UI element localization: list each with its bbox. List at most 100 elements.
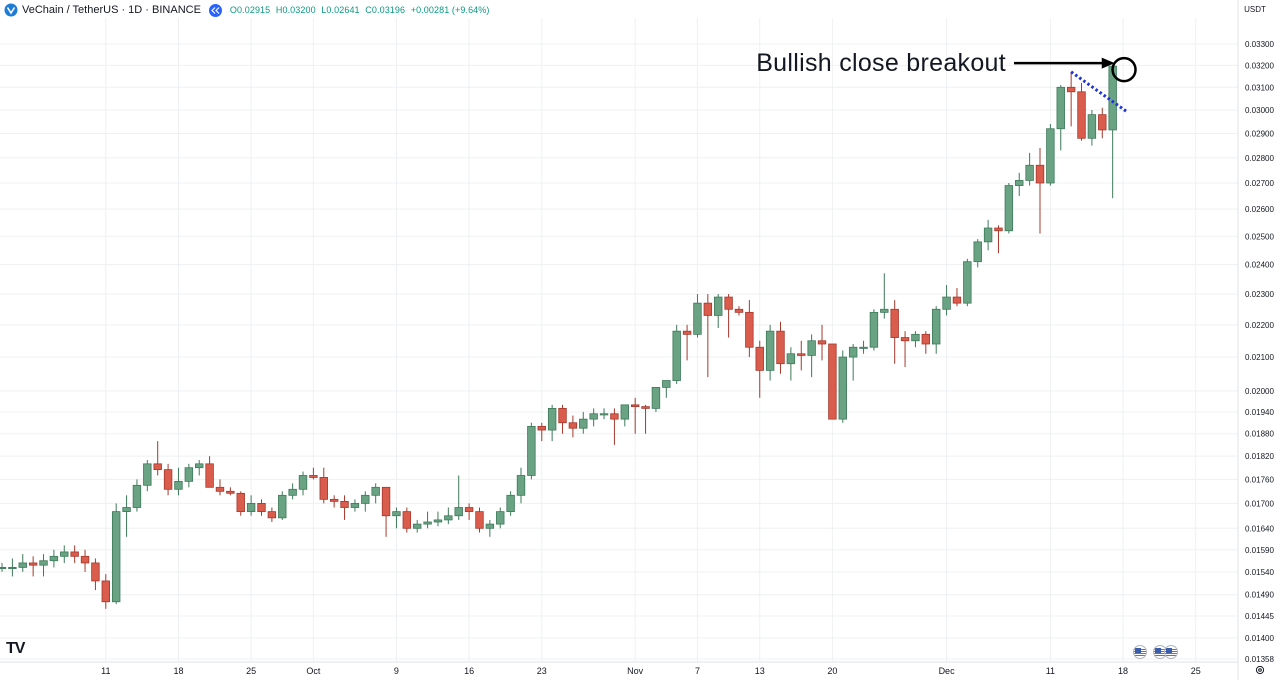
price-tick-label: 0.01358 [1245, 655, 1274, 664]
us-event-flag-icon[interactable] [1164, 645, 1178, 659]
time-tick-label: Nov [627, 666, 644, 676]
candle-body [28, 562, 38, 566]
candle-body [1025, 164, 1034, 181]
candle [869, 309, 879, 351]
candle-body [205, 463, 214, 488]
price-tick-label: 0.01880 [1245, 430, 1274, 439]
tradingview-logo[interactable]: TV [6, 640, 25, 657]
candle-body [630, 404, 640, 408]
candle-body [776, 330, 785, 365]
price-tick-label: 0.03100 [1245, 83, 1274, 92]
candle-body [745, 311, 754, 348]
candle-body [641, 406, 650, 409]
candle [475, 507, 484, 533]
candle [454, 475, 463, 520]
candle [153, 441, 162, 476]
candle-body [734, 308, 744, 313]
candle [381, 486, 391, 537]
candle-body [433, 519, 443, 523]
candle-body [101, 580, 110, 603]
candle-body [1046, 128, 1055, 184]
us-event-flag-icon[interactable] [1133, 645, 1147, 659]
candle [537, 422, 546, 442]
candle [662, 380, 671, 398]
candle-body [143, 463, 152, 486]
candle [745, 300, 754, 358]
settings-gear-icon[interactable] [1255, 665, 1265, 675]
candle [900, 331, 910, 368]
candle-body [1066, 86, 1076, 93]
candle [921, 331, 931, 354]
symbol-title[interactable]: VeChain / TetherUS · 1D · BINANCE [22, 4, 201, 16]
candle-body [786, 353, 796, 365]
candle [143, 459, 152, 492]
candle [49, 549, 59, 568]
candle-body [329, 498, 339, 502]
time-tick-label: 23 [537, 666, 547, 676]
price-axis[interactable]: 0.03300 0.03200 0.03100 0.03000 0.02900 0.028… [1245, 40, 1274, 664]
candle-body [1087, 114, 1097, 139]
candle [714, 294, 723, 328]
candle-body [496, 511, 505, 525]
candle [859, 340, 868, 354]
candle-body [900, 337, 910, 342]
candle-body [0, 567, 7, 570]
candle-body [18, 562, 27, 568]
candle [828, 343, 837, 420]
time-tick-label: 16 [464, 666, 474, 676]
candle [298, 471, 308, 496]
price-tick-label: 0.02400 [1245, 261, 1274, 270]
candle [267, 507, 277, 523]
ohlc-close: C0.03196 [365, 5, 406, 15]
candle-body [942, 296, 951, 310]
time-tick-label: 20 [827, 666, 837, 676]
price-tick-label: 0.02300 [1245, 290, 1274, 299]
price-tick-label: 0.02000 [1245, 387, 1274, 396]
price-tick-label: 0.02700 [1245, 179, 1274, 188]
price-tick-label: 0.03000 [1245, 106, 1274, 115]
candle [527, 422, 536, 480]
candle [412, 519, 422, 533]
time-axis[interactable]: 11 18 25 Oct 9 16 23 Nov 7 13 20 Dec 11 18 25 [101, 666, 1201, 676]
candle [257, 499, 266, 516]
candle-body [537, 425, 546, 431]
candle [589, 408, 598, 427]
candle-body [153, 463, 162, 471]
candle-body [620, 404, 629, 420]
candle-body [60, 551, 69, 557]
candle [319, 467, 328, 504]
candle [817, 324, 827, 361]
candle [776, 321, 785, 374]
ohlc-low: L0.02641 [321, 5, 360, 15]
candle [226, 487, 235, 496]
time-tick-label: 9 [394, 666, 399, 676]
candle [568, 415, 578, 438]
candle-body [755, 346, 764, 371]
ohlc-change: +0.00281 (+9.64%) [410, 5, 490, 15]
candle-body [257, 503, 266, 513]
candle [1077, 82, 1086, 141]
candle-body [1015, 180, 1024, 186]
candle-body [267, 511, 277, 519]
candle [734, 306, 744, 316]
candle-body [163, 469, 173, 490]
candle [215, 479, 225, 496]
candle-body [828, 343, 837, 420]
candle [1056, 85, 1065, 151]
price-tick-label: 0.01940 [1245, 408, 1274, 417]
candle [91, 558, 100, 591]
candle-body [932, 308, 941, 345]
candle [496, 507, 505, 529]
collapse-icon[interactable] [208, 3, 222, 17]
candle-body [662, 380, 671, 388]
candle [797, 340, 806, 371]
candle-body [39, 560, 48, 566]
candle [558, 404, 567, 434]
currency-selector[interactable]: USDT [1244, 4, 1266, 14]
price-tick-label: 0.03200 [1245, 61, 1274, 70]
candle [724, 294, 733, 338]
candle-body [1077, 91, 1086, 139]
candle [0, 562, 7, 572]
price-tick-label: 0.01445 [1245, 612, 1274, 621]
